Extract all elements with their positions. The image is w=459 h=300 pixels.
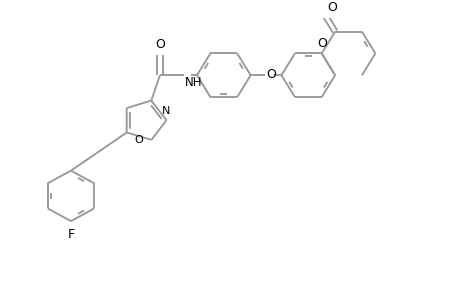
Text: O: O xyxy=(316,37,326,50)
Text: O: O xyxy=(155,38,165,51)
Text: N: N xyxy=(162,106,170,116)
Text: F: F xyxy=(67,228,74,241)
Text: O: O xyxy=(134,135,143,145)
Text: O: O xyxy=(265,68,275,81)
Text: NH: NH xyxy=(185,76,202,89)
Text: O: O xyxy=(326,1,336,13)
